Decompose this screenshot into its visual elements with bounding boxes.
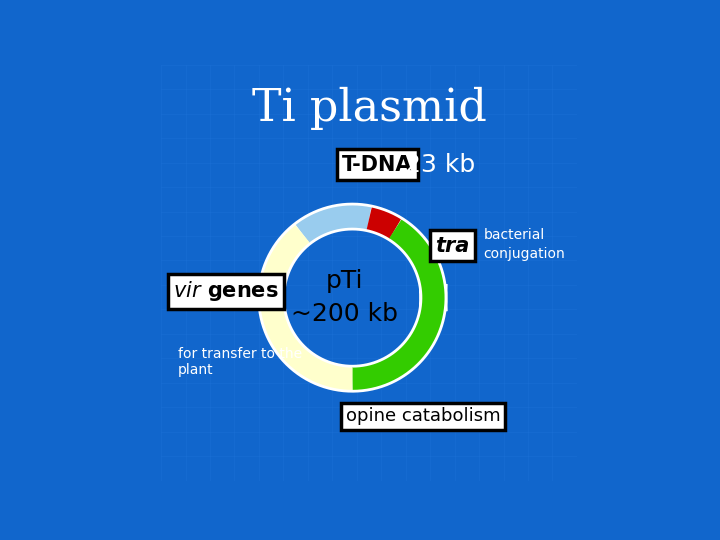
Text: conjugation: conjugation: [483, 247, 565, 261]
Text: tra: tra: [435, 235, 469, 255]
Text: opine catabolism: opine catabolism: [346, 407, 500, 425]
Text: pTi: pTi: [325, 269, 363, 293]
Text: for transfer to the
plant: for transfer to the plant: [178, 347, 302, 377]
Text: ~200 kb: ~200 kb: [291, 302, 397, 326]
Text: T-DNA: T-DNA: [342, 154, 413, 174]
Text: bacterial: bacterial: [483, 228, 544, 242]
Text: $\mathit{vir}$ genes: $\mathit{vir}$ genes: [173, 279, 279, 303]
Text: 23 kb: 23 kb: [405, 153, 474, 177]
Text: Ti plasmid: Ti plasmid: [251, 87, 487, 130]
